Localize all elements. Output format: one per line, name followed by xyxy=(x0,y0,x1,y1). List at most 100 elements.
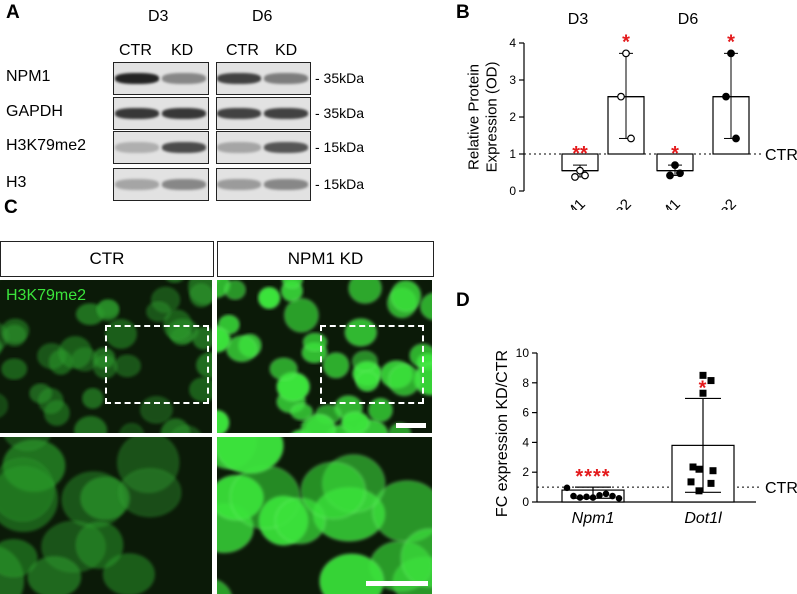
blot-band xyxy=(162,178,206,190)
micrograph-cells xyxy=(217,280,432,433)
cell-nucleus xyxy=(388,364,421,397)
cell-nucleus xyxy=(38,388,64,414)
cell-nucleus xyxy=(368,397,393,423)
blot-band xyxy=(264,72,308,84)
stain-label: H3K79me2 xyxy=(6,287,87,304)
lane-label: KD xyxy=(171,42,194,59)
molecular-weight-label: - 35kDa xyxy=(315,105,365,121)
blot-band xyxy=(264,107,308,119)
micrograph-kd-overview xyxy=(217,280,432,433)
blot-protein-label: H3K79me2 xyxy=(6,137,87,154)
data-point xyxy=(676,169,684,178)
blot-band xyxy=(217,141,261,153)
y-tick-label: 2 xyxy=(509,110,516,124)
zoom-region-box xyxy=(320,325,424,404)
molecular-weight-label: - 35kDa xyxy=(315,70,365,86)
blot-band xyxy=(162,72,206,84)
data-point xyxy=(563,484,571,492)
panel-b-letter: B xyxy=(456,2,470,23)
scale-bar xyxy=(366,581,428,586)
blot-band xyxy=(264,141,308,153)
data-point xyxy=(581,171,589,180)
micrograph-cells xyxy=(0,437,182,594)
blot-strip xyxy=(216,97,311,130)
cell-nucleus xyxy=(0,394,8,417)
micrograph-ctr-overview xyxy=(0,280,212,433)
group-label: D6 xyxy=(678,11,699,28)
y-axis-label: FC expression KD/CTR xyxy=(494,350,511,517)
cell-nucleus xyxy=(103,553,155,594)
cell-nucleus xyxy=(300,413,336,433)
lane-label: CTR xyxy=(119,42,152,59)
blot-band xyxy=(217,107,261,119)
cell-nucleus xyxy=(217,409,230,433)
cell-nucleus xyxy=(0,458,54,522)
data-point xyxy=(589,494,597,501)
y-tick-label: 0 xyxy=(522,495,529,509)
cell-nucleus xyxy=(58,336,92,369)
molecular-weight-label: - 15kDa xyxy=(315,139,365,155)
blot-strip xyxy=(113,97,209,130)
data-point xyxy=(617,92,625,101)
x-tick-label: H3K79me2 xyxy=(675,196,740,210)
cell-nucleus xyxy=(217,326,231,353)
panel-a-letter: A xyxy=(6,2,20,23)
micrograph-cells xyxy=(217,437,432,594)
zoom-region-box xyxy=(105,325,209,404)
blot-strip xyxy=(113,168,209,201)
data-point xyxy=(576,494,584,501)
data-point xyxy=(689,463,697,471)
cell-nucleus xyxy=(4,437,51,451)
cell-nucleus xyxy=(27,556,82,594)
data-point xyxy=(707,377,715,385)
column-header-npm1-kd: NPM1 KD xyxy=(217,241,434,277)
cell-nucleus xyxy=(300,461,367,520)
y-tick-label: 1 xyxy=(509,147,516,161)
cell-nucleus xyxy=(119,423,144,433)
cell-nucleus xyxy=(257,286,281,310)
cell-nucleus xyxy=(75,521,124,569)
cell-nucleus xyxy=(355,370,379,392)
cell-nucleus xyxy=(348,280,382,304)
cell-nucleus xyxy=(419,292,432,321)
blot-strip xyxy=(216,131,311,164)
data-point xyxy=(615,494,623,502)
data-point xyxy=(627,134,635,143)
group-label: D3 xyxy=(568,11,589,28)
cell-nucleus xyxy=(146,301,171,322)
cell-nucleus xyxy=(189,377,212,402)
cell-nucleus xyxy=(118,468,182,517)
x-tick-label: NPM1 xyxy=(642,196,683,210)
timepoint-d3: D3 xyxy=(148,8,169,25)
cell-nucleus xyxy=(269,357,298,381)
data-point xyxy=(722,92,730,101)
blot-protein-label: NPM1 xyxy=(6,68,51,85)
blot-strip xyxy=(216,62,311,95)
cell-nucleus xyxy=(3,324,27,347)
data-point xyxy=(571,173,579,181)
reference-label: CTR xyxy=(765,147,797,164)
data-point xyxy=(732,134,740,143)
y-tick-label: 10 xyxy=(516,346,530,360)
cell-nucleus xyxy=(171,425,201,433)
cell-nucleus xyxy=(290,403,313,421)
y-tick-label: 2 xyxy=(522,465,529,479)
data-point xyxy=(666,171,674,180)
y-tick-label: 8 xyxy=(522,376,529,390)
cell-nucleus xyxy=(0,539,38,578)
blot-band xyxy=(217,72,261,84)
cell-nucleus xyxy=(322,352,350,379)
blot-band xyxy=(217,178,261,190)
cell-nucleus xyxy=(217,437,284,474)
micrograph-ctr-zoom xyxy=(0,437,212,594)
data-point xyxy=(695,465,703,473)
blot-band xyxy=(115,107,159,119)
data-point xyxy=(609,492,616,500)
cell-nucleus xyxy=(82,388,104,409)
x-tick-label: Npm1 xyxy=(572,510,615,527)
cell-nucleus xyxy=(224,280,246,300)
panel-c-letter: C xyxy=(4,197,18,218)
chart-panel-b: 0 1 2 3 4 Relative ProteinExpression (OD) CTR D… xyxy=(466,11,797,210)
cell-nucleus xyxy=(217,579,232,594)
timepoint-d6: D6 xyxy=(252,8,273,25)
